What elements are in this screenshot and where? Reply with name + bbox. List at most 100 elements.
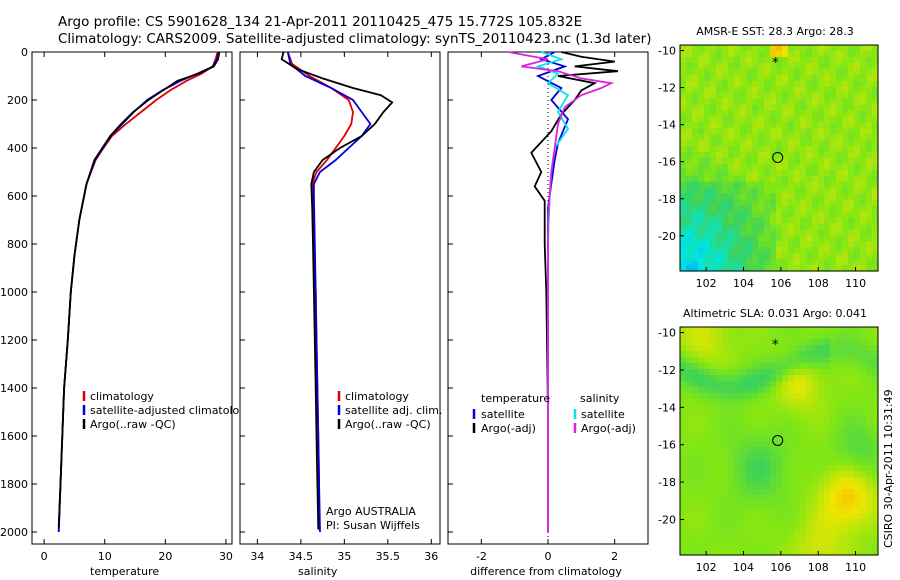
map-cell (806, 56, 813, 64)
map-cell (854, 507, 861, 514)
map-cell (842, 110, 849, 117)
map-cell (872, 229, 879, 236)
map-cell (740, 217, 747, 225)
map-cell (680, 199, 687, 207)
map-cell (710, 411, 717, 418)
map-cell (686, 519, 693, 526)
map-cell (812, 525, 819, 532)
map-cell (854, 417, 861, 424)
map-cell (842, 86, 849, 94)
map-cell (842, 327, 849, 334)
map-cell (680, 74, 687, 82)
map-cell (716, 86, 723, 94)
map-cell (854, 134, 861, 141)
map-cell (872, 62, 879, 70)
map-cell (776, 110, 783, 117)
map-cell (854, 399, 861, 406)
map-cell (872, 163, 879, 171)
map-cell (770, 74, 777, 82)
map-cell (722, 175, 729, 183)
map-cell (842, 369, 849, 376)
map-cell (704, 405, 711, 412)
map-cell (728, 247, 735, 254)
map-cell (854, 381, 861, 388)
map-cell (770, 56, 777, 64)
map-cell (860, 175, 867, 183)
map-cell (716, 393, 723, 400)
map-cell (752, 68, 759, 76)
map-cell (854, 92, 861, 100)
map-cell (842, 417, 849, 424)
map-cell (836, 128, 843, 135)
map-cell (680, 68, 687, 76)
map-cell (794, 92, 801, 100)
map-cell (782, 543, 789, 550)
map-cell (794, 471, 801, 478)
map-cell (824, 98, 831, 106)
map-cell (848, 375, 855, 382)
map-cell (692, 80, 699, 88)
map-cell (812, 423, 819, 430)
map-cell (788, 423, 795, 430)
map-cell (836, 199, 843, 207)
map-cell (698, 98, 705, 106)
map-cell (704, 549, 711, 556)
map-cell (776, 211, 783, 219)
map-cell (752, 80, 759, 88)
map-title: Altimetric SLA: 0.031 Argo: 0.041 (683, 307, 867, 320)
map-cell (740, 453, 747, 460)
map-cell (806, 477, 813, 484)
map-cell (710, 229, 717, 236)
map-cell (698, 333, 705, 340)
map-cell (734, 146, 741, 153)
map-cell (692, 229, 699, 236)
map-cell (764, 363, 771, 370)
map-cell (734, 465, 741, 472)
map-cell (698, 357, 705, 364)
map-cell (848, 363, 855, 370)
map-cell (848, 152, 855, 159)
map-cell (830, 369, 837, 376)
map-cell (800, 375, 807, 382)
map-cell (872, 441, 879, 448)
map-cell (716, 116, 723, 123)
map-cell (686, 507, 693, 514)
map-cell (824, 447, 831, 454)
map-cell (770, 80, 777, 88)
map-cell (866, 549, 873, 556)
map-cell (728, 375, 735, 382)
map-cell (746, 140, 753, 147)
map-cell (818, 339, 825, 346)
map-cell (854, 80, 861, 88)
map-cell (860, 441, 867, 448)
x-tick-label: 102 (696, 277, 717, 290)
map-cell (782, 92, 789, 100)
map-cell (734, 453, 741, 460)
map-cell (824, 80, 831, 88)
map-cell (812, 181, 819, 189)
map-cell (824, 453, 831, 460)
map-cell (752, 531, 759, 538)
map-cell (704, 199, 711, 207)
map-cell (734, 110, 741, 117)
map-cell (824, 435, 831, 442)
map-cell (866, 199, 873, 207)
map-cell (860, 537, 867, 544)
map-cell (728, 513, 735, 520)
map-cell (848, 169, 855, 177)
map-cell (794, 247, 801, 254)
map-cell (740, 525, 747, 532)
map-cell (854, 265, 861, 272)
map-cell (710, 116, 717, 123)
map-cell (842, 387, 849, 394)
map-cell (776, 241, 783, 248)
map-cell (746, 217, 753, 225)
map-cell (686, 140, 693, 147)
map-cell (818, 56, 825, 64)
legend-label: Argo(..raw -QC) (345, 418, 431, 431)
map-cell (746, 489, 753, 496)
map-cell (746, 45, 753, 52)
map-cell (698, 327, 705, 334)
map-cell (734, 50, 741, 58)
map-cell (860, 429, 867, 436)
